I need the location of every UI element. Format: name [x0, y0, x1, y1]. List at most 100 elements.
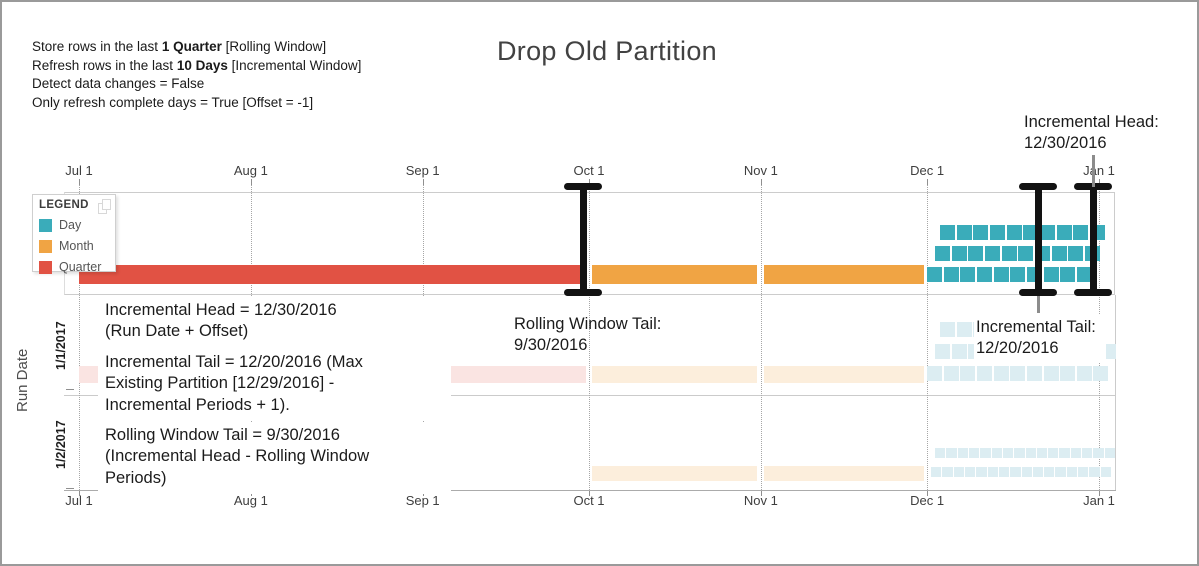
day-partition	[940, 322, 956, 337]
bottom-axis-label: Aug 1	[233, 493, 268, 508]
note-line: (Run Date + Offset)	[105, 322, 249, 341]
legend-swatch	[39, 218, 52, 232]
top-axis-label: Sep 1	[405, 163, 440, 178]
label-line: Rolling Window Tail:	[514, 315, 662, 333]
incremental-head-note: Incremental Head = 12/30/2016 (Run Date …	[98, 297, 451, 348]
day-partition	[969, 447, 980, 458]
bottom-axis-label: Sep 1	[405, 493, 440, 508]
day-partition	[1010, 366, 1026, 381]
day-partition	[1043, 366, 1059, 381]
day-partition	[1051, 246, 1067, 261]
legend-swatch	[39, 260, 52, 274]
day-partition	[1056, 225, 1072, 240]
label-line: 9/30/2016	[514, 335, 588, 354]
day-partition	[1002, 447, 1014, 458]
day-partition	[1010, 267, 1026, 282]
day-partition	[1076, 267, 1092, 282]
rolling-window-tail-marker-label: Rolling Window Tail: 9/30/2016	[514, 314, 661, 355]
day-partition	[1093, 447, 1104, 458]
day-partition	[976, 467, 987, 478]
day-partition	[1070, 447, 1082, 458]
day-partition	[956, 322, 972, 337]
day-partition	[993, 267, 1009, 282]
day-partition	[935, 344, 951, 359]
day-partition	[993, 366, 1009, 381]
day-partition	[1026, 366, 1042, 381]
run-date-row-label: 1/1/2017	[54, 321, 68, 371]
run-date-row-label: 1/2/2017	[54, 420, 68, 470]
day-partition	[1060, 366, 1076, 381]
config-line: Refresh rows in the last 10 Days [Increm…	[32, 57, 362, 73]
page-title: Drop Old Partition	[497, 36, 717, 66]
note-line: Incremental Head = 12/30/2016	[105, 301, 337, 319]
day-partition	[973, 225, 989, 240]
day-partition	[960, 366, 976, 381]
top-axis-tick	[589, 179, 590, 185]
day-partition	[1025, 447, 1036, 458]
ibeam-marker-incremental-head	[1089, 186, 1097, 293]
day-partition	[985, 246, 1001, 261]
bottom-axis-tick	[1099, 491, 1100, 496]
ibeam-cap	[564, 183, 603, 190]
config-text-block: Store rows in the last 1 Quarter [Rollin…	[32, 38, 361, 112]
day-partition	[980, 447, 991, 458]
top-axis-label: Oct 1	[573, 163, 605, 178]
bottom-axis-label: Jan 1	[1083, 493, 1115, 508]
day-partition	[960, 267, 976, 282]
bottom-axis-tick	[760, 491, 762, 496]
day-partition	[1010, 467, 1021, 478]
day-partition	[957, 447, 969, 458]
day-partition	[1104, 447, 1115, 458]
day-partition	[927, 267, 943, 282]
day-partition	[935, 246, 951, 261]
ibeam-cap	[1074, 289, 1113, 296]
config-line: Detect data changes = False	[32, 76, 205, 92]
day-partition	[977, 267, 993, 282]
marker-stem	[1036, 296, 1040, 313]
ibeam-cap	[1019, 183, 1058, 190]
top-axis-tick	[79, 179, 80, 185]
day-partition	[940, 225, 956, 240]
ibeam-marker-rolling-window-tail	[579, 186, 587, 293]
month-gridline	[589, 185, 590, 490]
day-partition	[987, 467, 998, 478]
top-axis-label: Dec 1	[910, 163, 945, 178]
day-partition	[965, 467, 976, 478]
day-partition	[990, 225, 1006, 240]
ibeam-cap	[1019, 289, 1058, 296]
bottom-axis-tick	[589, 491, 590, 496]
month-partition	[592, 265, 758, 284]
day-partition	[1078, 467, 1089, 478]
legend-item-day: Day	[39, 218, 115, 232]
day-partition	[953, 467, 965, 478]
day-partition	[946, 447, 957, 458]
legend-item-quarter: Quarter	[39, 260, 115, 274]
day-partition	[1060, 267, 1076, 282]
day-partition	[942, 467, 953, 478]
note-line: Incremental Periods + 1).	[105, 395, 290, 414]
day-partition	[1021, 467, 1032, 478]
top-axis-tick	[1099, 179, 1100, 185]
row-label-tick	[66, 389, 74, 390]
day-partition	[1006, 225, 1022, 240]
note-line: Periods)	[105, 468, 167, 487]
legend: LEGEND Day Month Quarter	[32, 194, 116, 274]
day-partition	[935, 447, 946, 458]
note-line: Incremental Tail = 12/20/2016 (Max	[105, 353, 363, 371]
day-partition	[1001, 246, 1017, 261]
day-partition	[1018, 246, 1034, 261]
day-partition	[1066, 467, 1078, 478]
note-line: (Incremental Head - Rolling Window	[105, 447, 370, 466]
copy-icon[interactable]	[94, 199, 111, 216]
note-line: Existing Partition [12/29/2016] -	[105, 374, 335, 393]
day-partition	[968, 246, 984, 261]
incremental-tail-note: Incremental Tail = 12/20/2016 (Max Exist…	[98, 349, 451, 422]
incremental-head-marker-label: Incremental Head: 12/30/2016	[1024, 112, 1159, 153]
legend-swatch	[39, 239, 52, 253]
top-axis-label: Aug 1	[233, 163, 268, 178]
top-axis-tick	[760, 179, 762, 185]
rolling-window-tail-note: Rolling Window Tail = 9/30/2016 (Increme…	[98, 422, 451, 495]
ibeam-marker-incremental-tail	[1034, 186, 1042, 293]
top-axis-label: Jul 1	[65, 163, 93, 178]
